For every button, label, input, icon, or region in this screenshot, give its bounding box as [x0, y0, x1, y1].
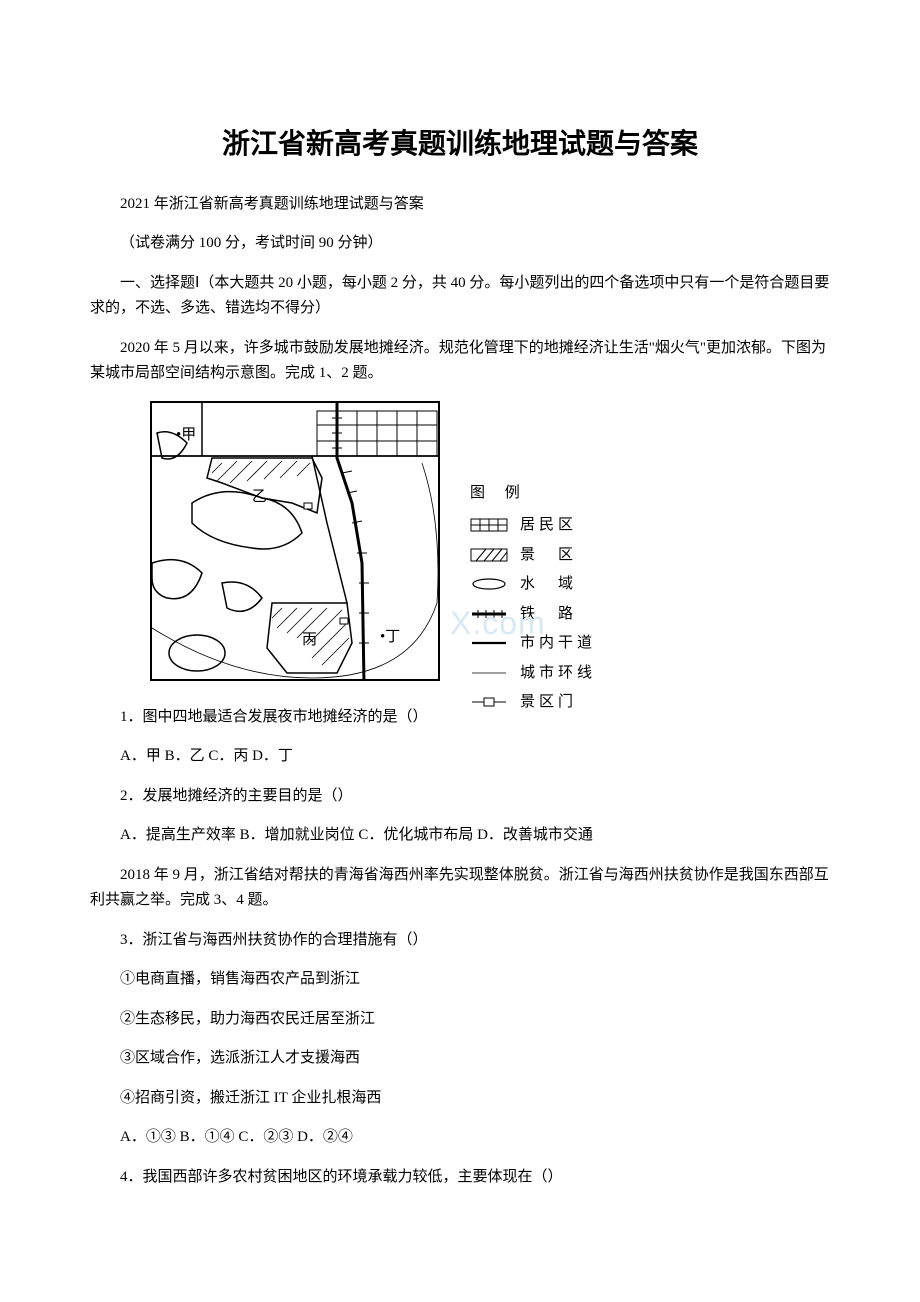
map-label-ding: •丁 — [380, 625, 400, 651]
question-3-opt3: ③区域合作，选派浙江人才支援海西 — [90, 1046, 830, 1072]
map-label-yi: 乙 — [252, 485, 267, 511]
question-3-opt2: ②生态移民，助力海西农民迁居至浙江 — [90, 1007, 830, 1033]
question-1: 1．图中四地最适合发展夜市地摊经济的是（） — [90, 705, 830, 731]
question-1-options: A．甲 B．乙 C．丙 D．丁 — [90, 744, 830, 770]
legend-item: 城市环线 — [470, 659, 596, 688]
figure-1: •甲 乙 丙 •丁 图 例 居民区 景 区 水 域 — [150, 401, 710, 691]
legend-label: 城市环线 — [520, 659, 596, 688]
legend-item: 铁 路 — [470, 600, 596, 629]
subtitle: 2021 年浙江省新高考真题训练地理试题与答案 — [90, 192, 830, 218]
question-3-options: A．①③ B．①④ C．②③ D．②④ — [90, 1125, 830, 1151]
legend-label: 铁 路 — [520, 600, 577, 629]
map-legend: 图 例 居民区 景 区 水 域 铁 路 — [470, 479, 596, 718]
legend-item: 水 域 — [470, 570, 596, 599]
legend-title: 图 例 — [470, 479, 596, 508]
passage-1: 2020 年 5 月以来，许多城市鼓励发展地摊经济。规范化管理下的地摊经济让生活… — [90, 336, 830, 387]
legend-item: 景 区 — [470, 541, 596, 570]
map-diagram: •甲 乙 丙 •丁 — [150, 401, 440, 681]
question-3-opt1: ①电商直播，销售海西农产品到浙江 — [90, 967, 830, 993]
legend-label: 景 区 — [520, 541, 577, 570]
question-2: 2．发展地摊经济的主要目的是（） — [90, 784, 830, 810]
legend-label: 景区门 — [520, 688, 577, 717]
legend-item: 景区门 — [470, 688, 596, 717]
legend-symbol-residential — [470, 518, 514, 532]
question-4: 4．我国西部许多农村贫困地区的环境承载力较低，主要体现在（） — [90, 1165, 830, 1191]
question-3: 3．浙江省与海西州扶贫协作的合理措施有（） — [90, 928, 830, 954]
document-title: 浙江省新高考真题训练地理试题与答案 — [90, 120, 830, 168]
legend-label: 居民区 — [520, 511, 577, 540]
map-label-jia: •甲 — [176, 423, 196, 449]
legend-symbol-ringroad — [470, 666, 514, 680]
exam-info: （试卷满分 100 分，考试时间 90 分钟） — [90, 231, 830, 257]
legend-symbol-mainroad — [470, 636, 514, 650]
section-header: 一、选择题Ⅰ（本大题共 20 小题，每小题 2 分，共 40 分。每小题列出的四… — [90, 271, 830, 322]
question-2-options: A．提高生产效率 B．增加就业岗位 C．优化城市布局 D．改善城市交通 — [90, 823, 830, 849]
legend-symbol-water — [470, 577, 514, 591]
question-3-opt4: ④招商引资，搬迁浙江 IT 企业扎根海西 — [90, 1086, 830, 1112]
legend-symbol-railway — [470, 607, 514, 621]
legend-item: 居民区 — [470, 511, 596, 540]
legend-symbol-scenic — [470, 548, 514, 562]
legend-label: 水 域 — [520, 570, 577, 599]
legend-item: 市内干道 — [470, 629, 596, 658]
passage-2: 2018 年 9 月，浙江省结对帮扶的青海省海西州率先实现整体脱贫。浙江省与海西… — [90, 863, 830, 914]
legend-label: 市内干道 — [520, 629, 596, 658]
legend-symbol-gate — [470, 695, 514, 709]
map-label-bing: 丙 — [302, 628, 317, 654]
